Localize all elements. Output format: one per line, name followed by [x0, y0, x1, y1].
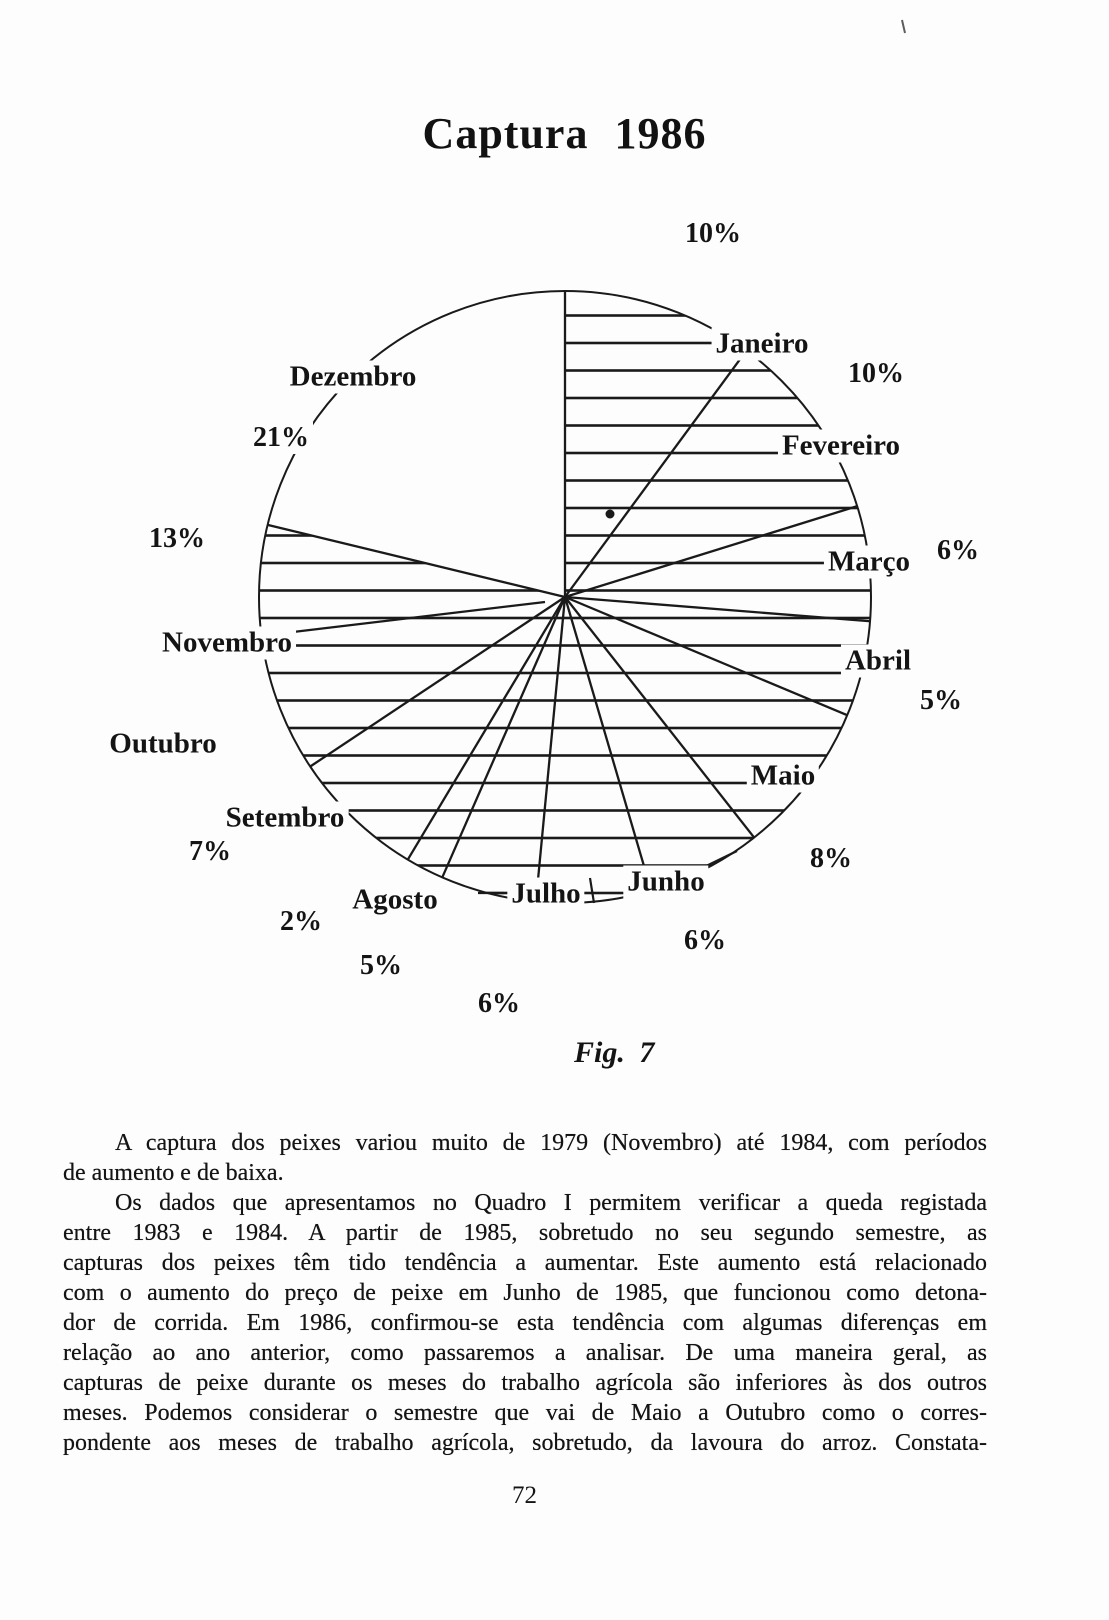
pie-month-label-marco: Março [823, 545, 915, 579]
body-line: dor de corrida. Em 1986, confirmou-se es… [63, 1310, 987, 1336]
tick-julho [588, 877, 596, 904]
pie-percent-label-janeiro: 10% [681, 218, 745, 250]
pie-percent-label-agosto: 5% [356, 950, 406, 982]
pie-month-label-agosto: Agosto [348, 883, 442, 917]
pie-month-label-novembro: Novembro [158, 626, 296, 660]
pie-slice-boundary [564, 596, 756, 839]
pie-slice-boundary [406, 596, 566, 861]
pie-slice-unfilled-dezembro [267, 291, 565, 597]
body-line: pondente aos meses de trabalho agrícola,… [63, 1430, 987, 1456]
pie-percent-label-novembro: 13% [145, 523, 209, 555]
pie-percent-label-dezembro: 21% [249, 422, 313, 454]
pie-percent-label-maio: 8% [806, 843, 856, 875]
pie-percent-label-marco: 6% [933, 535, 983, 567]
figure-caption: Fig. 7 [574, 1036, 655, 1069]
page-number: 72 [512, 1482, 537, 1509]
body-text: A captura dos peixes variou muito de 197… [63, 1128, 987, 1458]
leader-novembro [292, 600, 546, 634]
body-line: capturas de peixe durante os meses do tr… [63, 1370, 987, 1396]
pie-slice-boundary [267, 523, 566, 599]
pie-percent-label-outubro: 7% [185, 836, 235, 868]
pie-percent-label-julho: 6% [474, 988, 524, 1020]
pie-month-label-dezembro: Dezembro [285, 360, 421, 394]
body-line: meses. Podemos considerar o semestre que… [63, 1400, 987, 1426]
chart-title: Captura 1986 [422, 109, 707, 158]
pie-slice-boundary [309, 596, 566, 768]
pie-percent-label-abril: 5% [916, 685, 966, 717]
pie-chart: Janeiro 10% Fevereiro 10% Março 6% Abril 5% Maio… [105, 19, 983, 1020]
pie-slice-boundary [564, 505, 858, 599]
pie-slice-boundary [441, 596, 567, 878]
pie-month-label-maio: Maio [746, 759, 820, 793]
pie-month-label-julho: Julho [507, 877, 585, 911]
ink-dot [605, 509, 615, 519]
pie-month-label-outubro: Outubro [105, 727, 221, 761]
pie-month-label-janeiro: Janeiro [711, 327, 813, 361]
pie-percent-label-fevereiro: 10% [844, 358, 908, 390]
pie-month-label-junho: Junho [623, 865, 709, 899]
pie-slice-boundary [534, 596, 567, 902]
pie-slice-boundary [564, 349, 748, 598]
pie-percent-label-junho: 6% [680, 925, 730, 957]
body-line: Os dados que apresentamos no Quadro I pe… [115, 1190, 987, 1216]
body-line: relação ao ano anterior, como passaremos… [63, 1340, 987, 1366]
pie-month-label-fevereiro: Fevereiro [777, 429, 905, 463]
pie-slice-boundary [564, 595, 848, 717]
pie-percent-label-setembro: 2% [276, 906, 326, 938]
body-line: A captura dos peixes variou muito de 197… [115, 1130, 987, 1156]
ink-speck [901, 19, 906, 34]
body-line: com o aumento do preço de peixe em Junho… [63, 1280, 987, 1306]
pie-slice-boundary [564, 595, 871, 623]
pie-month-label-abril: Abril [840, 644, 916, 678]
pie-month-label-setembro: Setembro [221, 801, 349, 835]
body-line: capturas dos peixes têm tido tendência a… [63, 1250, 987, 1276]
pie-slice-boundary [563, 596, 653, 891]
pie-chart-drawing [258, 19, 906, 904]
body-line: entre 1983 e 1984. A partir de 1985, sob… [63, 1220, 987, 1246]
body-line: de aumento e de baixa. [63, 1160, 284, 1186]
